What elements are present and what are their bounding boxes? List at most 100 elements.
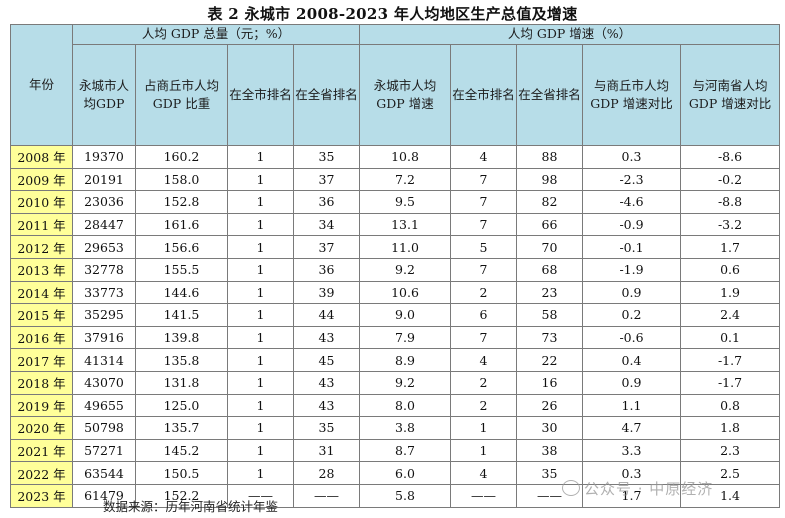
header-col: 与商丘市人均GDP 增速对比	[582, 44, 681, 146]
table-cell: 61479	[72, 483, 136, 508]
year-cell: 2016 年	[10, 325, 73, 350]
table-cell: -0.2	[679, 167, 781, 192]
table-row: 2021 年 57271 145.2 1 31 8.7 1 38 3.3 2.3	[10, 438, 781, 463]
year-cell: 2009 年	[10, 167, 73, 192]
table-cell: 9.2	[359, 257, 451, 282]
table-cell: 6.0	[359, 461, 451, 485]
table-cell: 68	[516, 257, 583, 282]
table-cell: 32778	[72, 257, 136, 282]
table-cell: 0.9	[582, 280, 681, 305]
year-cell: 2008 年	[10, 145, 73, 169]
header-col: 在全省排名	[516, 44, 583, 146]
table-cell: 41314	[72, 348, 136, 372]
header-col: 与河南省人均GDP 增速对比	[679, 44, 781, 146]
gdp-table: 年份 人均 GDP 总量（元；%） 人均 GDP 增速（%） 永城市人均GDP …	[10, 24, 781, 508]
table-cell: 160.2	[135, 145, 228, 169]
table-cell: 1	[227, 145, 294, 169]
table-cell: ——	[227, 483, 294, 508]
table-cell: 1.7	[582, 483, 681, 508]
table-cell: -1.7	[679, 348, 781, 372]
table-cell: 1	[227, 212, 294, 237]
table-cell: 0.3	[582, 145, 681, 169]
table-cell: -1.9	[582, 257, 681, 282]
year-cell: 2021 年	[10, 438, 73, 463]
table-cell: 4	[450, 145, 517, 169]
table-cell: 98	[516, 167, 583, 192]
header-col: 永城市人均GDP	[72, 44, 136, 146]
table-cell: 57271	[72, 438, 136, 463]
table-row: 2023 年 61479 152.2 —— —— 5.8 —— —— 1.7 1.4	[10, 483, 781, 508]
table-cell: 4.7	[582, 416, 681, 440]
table-cell: 35	[293, 416, 360, 440]
table-cell: 1	[227, 235, 294, 259]
table-cell: 8.0	[359, 393, 451, 418]
table-cell: 155.5	[135, 257, 228, 282]
table-cell: 4	[450, 461, 517, 485]
table-row: 2009 年 20191 158.0 1 37 7.2 7 98 -2.3 -0.2	[10, 167, 781, 192]
table-cell: 7	[450, 167, 517, 192]
table-cell: 2.5	[679, 461, 781, 485]
table-cell: 23036	[72, 190, 136, 214]
table-cell: 43070	[72, 370, 136, 395]
year-cell: 2011 年	[10, 212, 73, 237]
table-cell: 1.7	[679, 235, 781, 259]
table-cell: 16	[516, 370, 583, 395]
table-cell: 1	[227, 167, 294, 192]
table-cell: 29653	[72, 235, 136, 259]
table-row: 2020 年 50798 135.7 1 35 3.8 1 30 4.7 1.8	[10, 416, 781, 440]
table-cell: 0.1	[679, 325, 781, 350]
table-cell: 135.7	[135, 416, 228, 440]
table-cell: 158.0	[135, 167, 228, 192]
table-cell: 0.9	[582, 370, 681, 395]
table-cell: 161.6	[135, 212, 228, 237]
table-cell: 1	[227, 325, 294, 350]
year-cell: 2022 年	[10, 461, 73, 485]
table-cell: 34	[293, 212, 360, 237]
table-cell: 0.6	[679, 257, 781, 282]
year-cell: 2015 年	[10, 303, 73, 327]
table-cell: 13.1	[359, 212, 451, 237]
table-cell: 38	[516, 438, 583, 463]
table-cell: 9.0	[359, 303, 451, 327]
table-cell: -1.7	[679, 370, 781, 395]
table-row: 2011 年 28447 161.6 1 34 13.1 7 66 -0.9 -3.2	[10, 212, 781, 237]
table-cell: 2.3	[679, 438, 781, 463]
table-cell: 7	[450, 212, 517, 237]
table-cell: 1	[450, 438, 517, 463]
table-cell: 43	[293, 370, 360, 395]
year-cell: 2020 年	[10, 416, 73, 440]
table-cell: 144.6	[135, 280, 228, 305]
table-cell: 1	[227, 461, 294, 485]
year-cell: 2012 年	[10, 235, 73, 259]
table-cell: 50798	[72, 416, 136, 440]
table-cell: 58	[516, 303, 583, 327]
table-cell: 150.5	[135, 461, 228, 485]
table-row: 2010 年 23036 152.8 1 36 9.5 7 82 -4.6 -8.8	[10, 190, 781, 214]
table-cell: 2	[450, 370, 517, 395]
table-cell: 88	[516, 145, 583, 169]
table-cell: 1	[227, 190, 294, 214]
table-cell: -0.1	[582, 235, 681, 259]
table-cell: 5.8	[359, 483, 451, 508]
table-cell: 1	[227, 370, 294, 395]
table-cell: 43	[293, 393, 360, 418]
table-cell: 1	[450, 416, 517, 440]
year-cell: 2013 年	[10, 257, 73, 282]
table-cell: 39	[293, 280, 360, 305]
table-cell: 7	[450, 257, 517, 282]
wechat-logo-icon	[562, 480, 580, 496]
year-cell: 2014 年	[10, 280, 73, 305]
table-cell: ——	[293, 483, 360, 508]
table-cell: 66	[516, 212, 583, 237]
table-cell: 82	[516, 190, 583, 214]
table-cell: 1	[227, 416, 294, 440]
year-cell: 2019 年	[10, 393, 73, 418]
table-cell: 70	[516, 235, 583, 259]
table-row: 2016 年 37916 139.8 1 43 7.9 7 73 -0.6 0.1	[10, 325, 781, 350]
table-cell: 1	[227, 280, 294, 305]
table-cell: 30	[516, 416, 583, 440]
table-cell: -4.6	[582, 190, 681, 214]
table-title: 表 2 永城市 2008-2023 年人均地区生产总值及增速	[207, 5, 578, 23]
table-row: 2008 年 19370 160.2 1 35 10.8 4 88 0.3 -8.6	[10, 145, 781, 169]
